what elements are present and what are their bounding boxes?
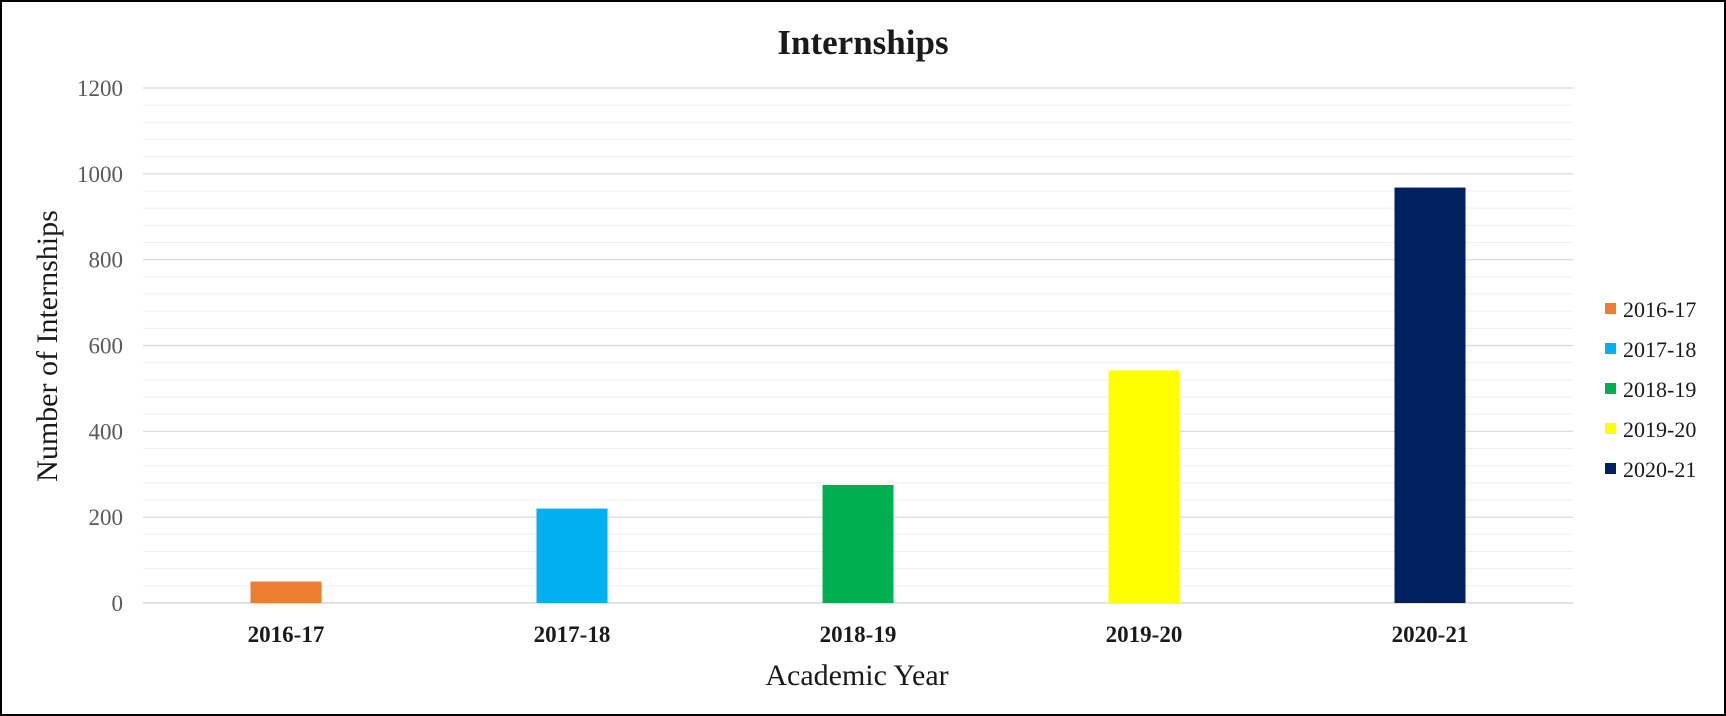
x-tick-labels: 2016-17 2017-18 2018-19 2019-20 2020-21: [248, 622, 1469, 647]
legend-label: 2019-20: [1623, 417, 1696, 442]
legend-swatch: [1605, 383, 1616, 394]
x-tick-label: 2019-20: [1106, 622, 1183, 647]
x-tick-label: 2020-21: [1392, 622, 1469, 647]
y-tick-label: 1200: [77, 76, 123, 101]
x-tick-label: 2018-19: [820, 622, 897, 647]
y-tick-label: 800: [89, 248, 124, 273]
y-tick-label: 0: [112, 591, 124, 616]
legend: 2016-17 2017-18 2018-19 2019-20 2020-21: [1605, 297, 1696, 482]
bar-2018-19: [822, 484, 894, 603]
legend-label: 2017-18: [1623, 337, 1696, 362]
legend-swatch: [1605, 343, 1616, 354]
legend-label: 2020-21: [1623, 457, 1696, 482]
chart-title: Internships: [777, 23, 948, 62]
bar-2019-20: [1108, 370, 1180, 603]
bars: [250, 187, 1466, 604]
gridlines: [143, 87, 1573, 604]
x-axis-label: Academic Year: [765, 659, 948, 692]
bar-2017-18: [536, 508, 608, 603]
y-tick-label: 600: [89, 334, 124, 359]
legend-swatch: [1605, 303, 1616, 314]
y-tick-label: 1000: [77, 162, 123, 187]
y-tick-label: 400: [89, 419, 124, 444]
bar-2016-17: [250, 581, 322, 603]
y-tick-label: 200: [89, 505, 124, 530]
x-tick-label: 2017-18: [534, 622, 611, 647]
x-tick-label: 2016-17: [248, 622, 325, 647]
y-axis-label: Number of Internships: [31, 210, 64, 482]
legend-label: 2018-19: [1623, 377, 1696, 402]
legend-swatch: [1605, 463, 1616, 474]
bar-2020-21: [1394, 187, 1466, 604]
legend-label: 2016-17: [1623, 297, 1696, 322]
y-tick-labels: 0 200 400 600 800 1000 1200: [77, 76, 123, 616]
legend-swatch: [1605, 423, 1616, 434]
